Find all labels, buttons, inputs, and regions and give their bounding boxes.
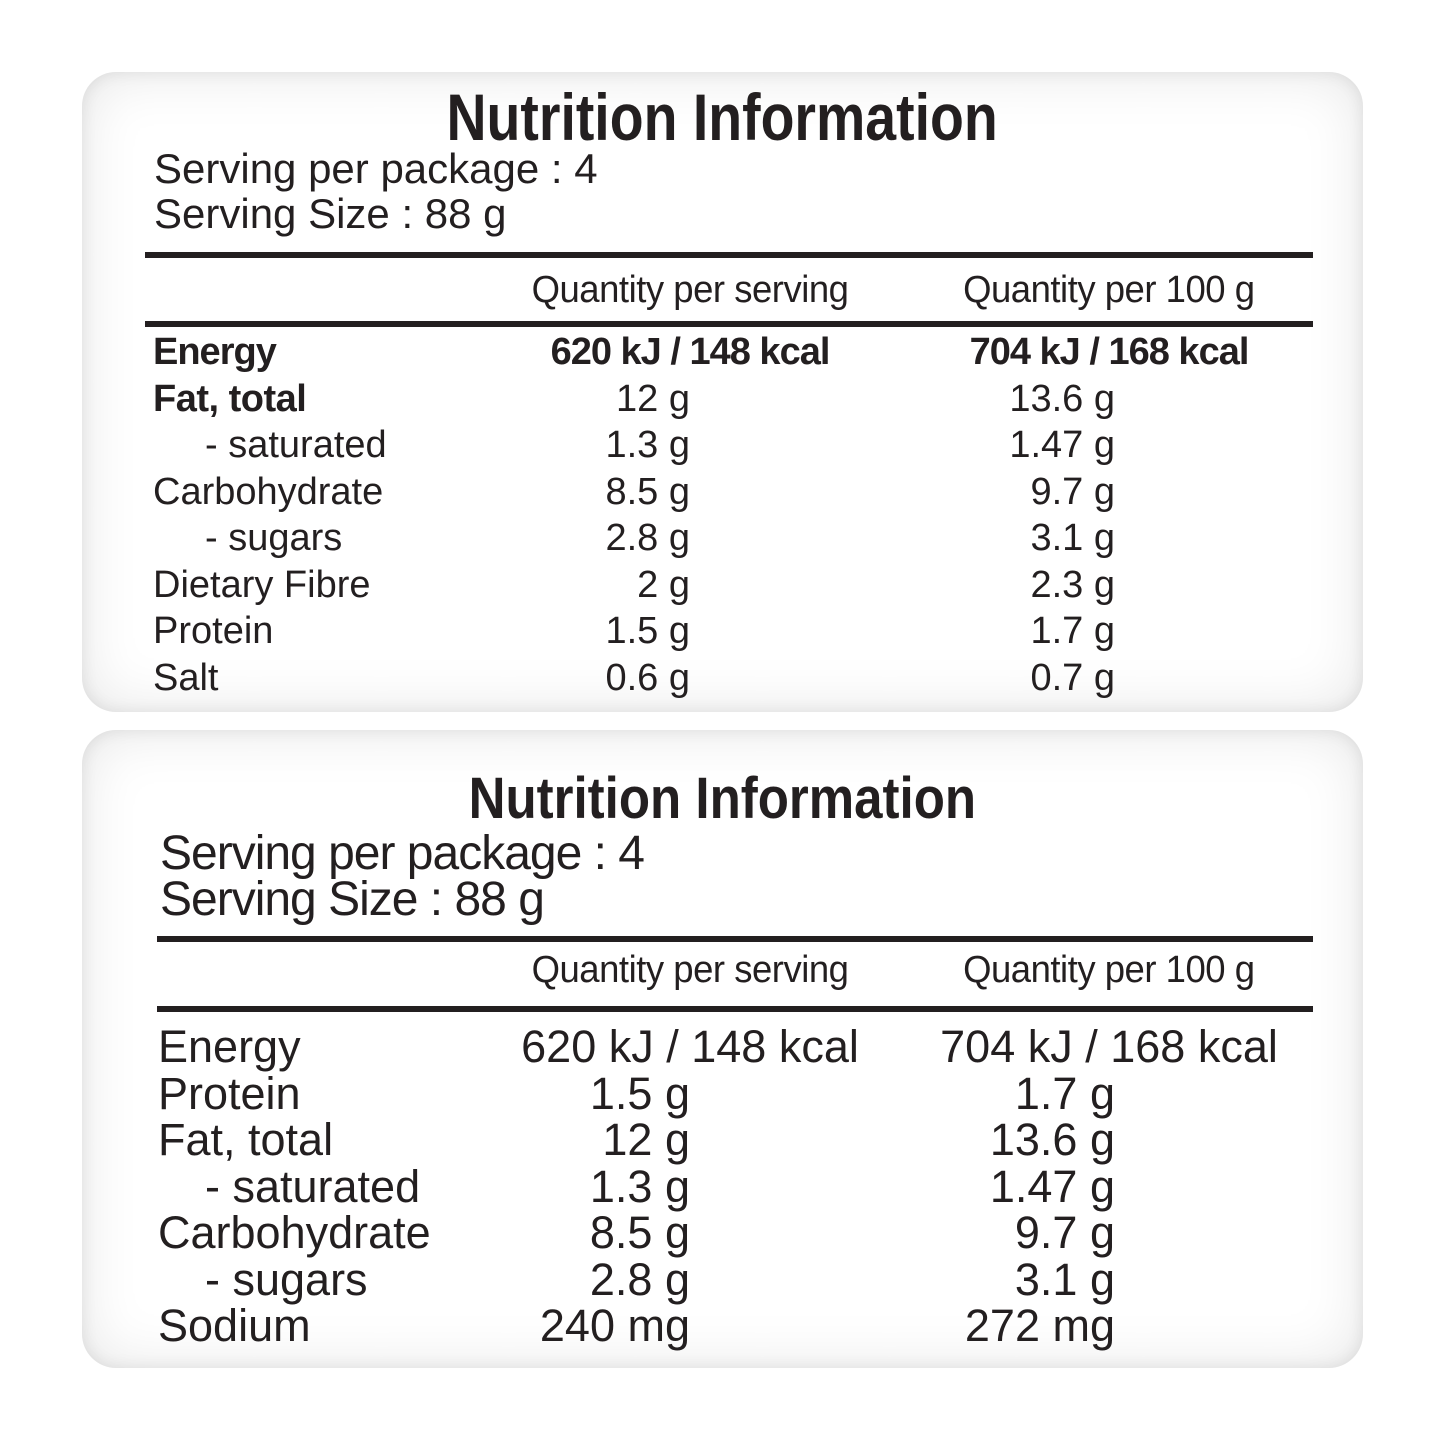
column-header-per-serving: Quantity per serving	[531, 269, 849, 311]
serving-per-package: Serving per package : 4	[160, 827, 645, 880]
value-per-serving: 0.6 g	[605, 656, 690, 699]
table-header-row: Quantity per serving Quantity per 100 g	[145, 949, 1313, 991]
value-per-serving: 12 g	[602, 1114, 690, 1165]
value-per-100g: 13.6 g	[989, 1114, 1115, 1165]
table-row-sodium: Sodium 240 mg 272 mg	[145, 1300, 1313, 1351]
panel-title-text: Nutrition Information	[468, 766, 977, 831]
divider-rule	[157, 1006, 1313, 1012]
table-row-dietary-fibre: Dietary Fibre 2 g 2.3 g	[145, 562, 1313, 609]
column-header-per-100g: Quantity per 100 g	[963, 949, 1255, 991]
table-row-salt: Salt 0.6 g 0.7 g	[145, 655, 1313, 702]
nutrient-label: Carbohydrate	[153, 470, 384, 513]
table-row-saturated: - saturated 1.3 g 1.47 g	[145, 1160, 1313, 1212]
value-per-100g: 2.3 g	[1030, 563, 1115, 606]
value-per-100g: 1.47 g	[989, 1160, 1115, 1212]
nutrition-table: Energy 620 kJ / 148 kcal 704 kJ / 168 kc…	[145, 329, 1313, 701]
value-per-100g: 704 kJ / 168 kcal	[940, 1021, 1278, 1072]
column-header-per-100g: Quantity per 100 g	[963, 269, 1255, 311]
table-row-sugars: - sugars 2.8 g 3.1 g	[145, 1253, 1313, 1305]
column-header-per-serving: Quantity per serving	[531, 949, 849, 991]
value-per-100g: 0.7 g	[1030, 656, 1115, 699]
value-per-serving: 2.8 g	[605, 517, 690, 559]
value-per-100g: 9.7 g	[1030, 470, 1115, 513]
serving-size: Serving Size : 88 g	[160, 873, 545, 926]
nutrition-panel-bottom: Nutrition Information Serving per packag…	[82, 730, 1363, 1368]
nutrient-label: Fat, total	[158, 1114, 334, 1165]
divider-rule	[145, 321, 1313, 327]
nutrition-panel-top: Nutrition Information Serving per packag…	[82, 72, 1363, 712]
header-spacer	[145, 949, 475, 991]
value-per-100g: 13.6 g	[1009, 377, 1115, 420]
nutrient-label: - sugars	[205, 517, 343, 559]
nutrient-label: - sugars	[205, 1253, 368, 1305]
nutrient-label: - saturated	[205, 424, 387, 466]
divider-rule	[145, 252, 1313, 258]
value-per-100g: 1.7 g	[1030, 610, 1115, 652]
nutrient-label: Sodium	[158, 1300, 311, 1351]
panel-title: Nutrition Information	[82, 765, 1363, 833]
table-row-protein: Protein 1.5 g 1.7 g	[145, 1067, 1313, 1119]
value-per-serving: 8.5 g	[589, 1207, 690, 1258]
table-row-energy: Energy 620 kJ / 148 kcal 704 kJ / 168 kc…	[145, 1021, 1313, 1072]
serving-per-package: Serving per package : 4	[154, 145, 598, 192]
value-per-serving: 1.3 g	[605, 424, 690, 466]
value-per-100g: 1.7 g	[1014, 1067, 1115, 1119]
value-per-serving: 620 kJ / 148 kcal	[521, 1021, 859, 1072]
value-per-serving: 12 g	[616, 377, 690, 420]
nutrition-table: Energy 620 kJ / 148 kcal 704 kJ / 168 kc…	[145, 1021, 1313, 1351]
value-per-serving: 1.5 g	[589, 1067, 690, 1119]
table-row-saturated: - saturated 1.3 g 1.47 g	[145, 422, 1313, 469]
value-per-100g: 9.7 g	[1014, 1207, 1115, 1258]
panel-title: Nutrition Information	[82, 78, 1363, 156]
value-per-serving: 1.3 g	[589, 1160, 690, 1212]
value-per-100g: 704 kJ / 168 kcal	[969, 331, 1250, 373]
divider-rule	[157, 936, 1313, 942]
table-row-carbohydrate: Carbohydrate 8.5 g 9.7 g	[145, 469, 1313, 516]
value-per-serving: 620 kJ / 148 kcal	[550, 331, 831, 373]
value-per-serving: 1.5 g	[605, 610, 690, 652]
nutrient-label: Energy	[158, 1021, 301, 1072]
nutrient-label: Dietary Fibre	[153, 563, 371, 606]
table-row-sugars: - sugars 2.8 g 3.1 g	[145, 515, 1313, 562]
nutrient-label: Protein	[153, 610, 274, 652]
header-spacer	[145, 269, 475, 311]
value-per-serving: 2 g	[637, 563, 690, 606]
value-per-100g: 1.47 g	[1009, 424, 1115, 466]
nutrient-label: Fat, total	[153, 377, 307, 420]
table-row-carbohydrate: Carbohydrate 8.5 g 9.7 g	[145, 1207, 1313, 1258]
table-row-fat-total: Fat, total 12 g 13.6 g	[145, 376, 1313, 423]
value-per-100g: 3.1 g	[1014, 1253, 1115, 1305]
panel-title-text: Nutrition Information	[446, 80, 999, 154]
nutrient-label: Energy	[153, 331, 277, 373]
value-per-100g: 272 mg	[964, 1300, 1115, 1351]
table-header-row: Quantity per serving Quantity per 100 g	[145, 269, 1313, 311]
table-row-protein: Protein 1.5 g 1.7 g	[145, 608, 1313, 655]
nutrient-label: Protein	[158, 1067, 301, 1119]
table-row-energy: Energy 620 kJ / 148 kcal 704 kJ / 168 kc…	[145, 329, 1313, 376]
serving-info: Serving per package : 4 Serving Size : 8…	[154, 146, 598, 236]
serving-size: Serving Size : 88 g	[154, 190, 507, 237]
nutrient-label: - saturated	[205, 1160, 421, 1212]
nutrient-label: Salt	[153, 656, 219, 699]
value-per-100g: 3.1 g	[1030, 517, 1115, 559]
value-per-serving: 2.8 g	[589, 1253, 690, 1305]
serving-info: Serving per package : 4 Serving Size : 8…	[160, 827, 645, 926]
value-per-serving: 8.5 g	[605, 470, 690, 513]
table-row-fat-total: Fat, total 12 g 13.6 g	[145, 1114, 1313, 1165]
value-per-serving: 240 mg	[539, 1300, 690, 1351]
nutrient-label: Carbohydrate	[158, 1207, 431, 1258]
